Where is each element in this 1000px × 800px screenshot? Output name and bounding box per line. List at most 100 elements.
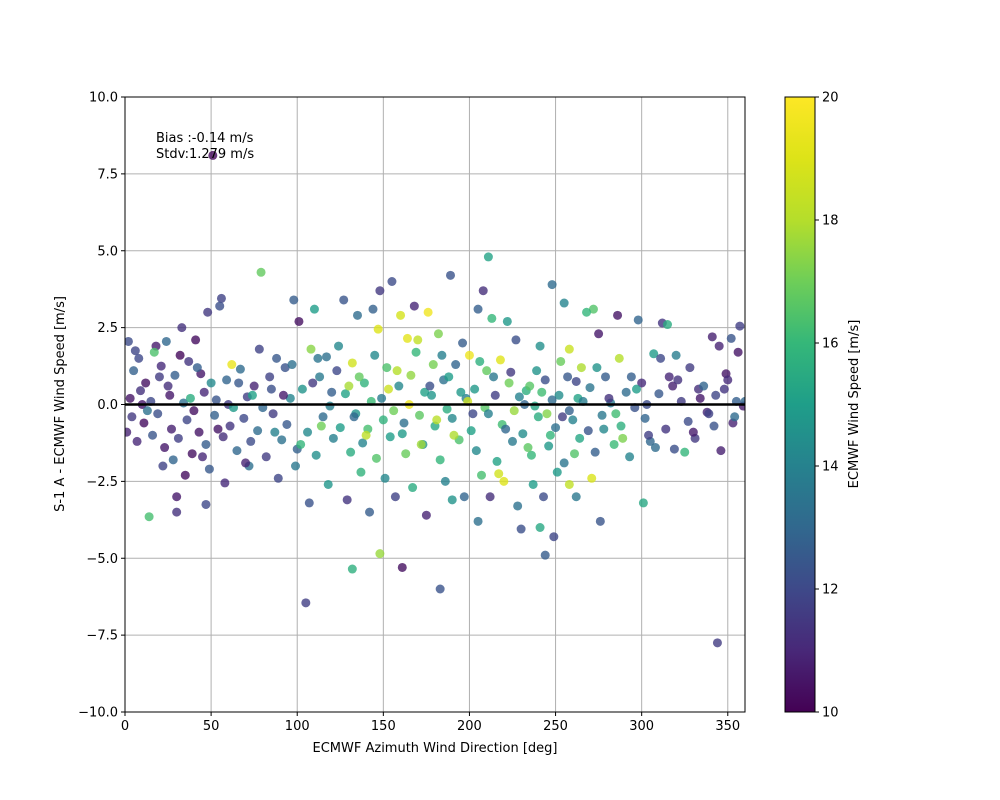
scatter-point (249, 381, 259, 391)
scatter-points (125, 150, 745, 648)
scatter-point (575, 433, 585, 443)
scatter-point (313, 353, 323, 363)
scatter-point (656, 353, 666, 363)
scatter-point (673, 375, 683, 385)
scatter-point (592, 363, 602, 373)
scatter-point (268, 409, 278, 419)
scatter-point (301, 598, 311, 608)
scatter-point (633, 315, 643, 325)
y-tick-label: 10.0 (89, 91, 118, 106)
scatter-point (206, 378, 216, 388)
scatter-point (402, 333, 412, 343)
scatter-point (416, 439, 426, 449)
y-tick-label: 0.0 (97, 398, 118, 413)
scatter-point (551, 423, 561, 433)
scatter-point (614, 353, 624, 363)
scatter-point (466, 426, 476, 436)
scatter-point (375, 549, 385, 559)
scatter-point (433, 329, 443, 339)
scatter-point (601, 372, 610, 382)
scatter-point (384, 384, 393, 394)
scatter-point (156, 361, 166, 371)
scatter-point (502, 316, 512, 326)
scatter-point (468, 409, 478, 419)
scatter-point (489, 372, 499, 382)
scatter-point (241, 458, 251, 468)
scatter-point (370, 350, 380, 360)
scatter-point (347, 358, 357, 368)
scatter-point (409, 301, 419, 311)
scatter-point (234, 378, 244, 388)
scatter-point (239, 413, 249, 423)
scatter-point (640, 413, 650, 423)
scatter-point (471, 446, 481, 456)
scatter-point (499, 476, 509, 486)
scatter-point (435, 584, 445, 594)
scatter-point (501, 424, 511, 434)
scatter-point (547, 395, 557, 405)
scatter-point (435, 455, 445, 465)
scatter-point (707, 332, 717, 342)
colorbar-tick-label: 14 (822, 460, 839, 475)
scatter-point (308, 378, 318, 388)
scatter-point (626, 372, 636, 382)
scatter-point (204, 464, 214, 474)
scatter-point (552, 467, 562, 477)
scatter-point (644, 430, 654, 440)
scatter-point (273, 473, 283, 483)
scatter-point (390, 492, 400, 502)
colorbar-tick-label: 16 (822, 337, 839, 352)
scatter-point (549, 532, 559, 542)
scatter-point (216, 293, 226, 303)
scatter-point (420, 387, 430, 397)
scatter-point (368, 304, 378, 314)
scatter-point (716, 446, 726, 456)
scatter-point (557, 412, 567, 422)
scatter-point (490, 390, 500, 400)
scatter-point (297, 384, 307, 394)
scatter-point (723, 375, 733, 385)
scatter-point (730, 412, 740, 422)
scatter-point (545, 430, 555, 440)
scatter-point (272, 353, 282, 363)
scatter-point (530, 401, 540, 411)
scatter-point (378, 415, 388, 425)
scatter-point (408, 483, 418, 493)
scatter-point (449, 430, 459, 440)
scatter-point (182, 415, 192, 425)
bias-annotation: Bias :-0.14 m/s (156, 131, 254, 146)
scatter-point (389, 406, 399, 416)
scatter-point (446, 270, 455, 280)
scatter-point (149, 347, 159, 357)
scatter-point (191, 335, 201, 345)
y-tick-label: −10.0 (78, 706, 118, 721)
scatter-point (699, 381, 709, 391)
scatter-point (415, 410, 424, 420)
scatter-point (192, 363, 202, 373)
y-tick-label: 5.0 (97, 244, 118, 259)
scatter-point (483, 252, 493, 262)
scatter-point (325, 401, 335, 411)
scatter-point (247, 390, 257, 400)
scatter-point (211, 395, 221, 405)
colorbar-ticks: 10 12 14 16 18 20 (815, 91, 839, 721)
scatter-point (726, 333, 736, 343)
scatter-point (638, 498, 648, 508)
scatter-point (714, 341, 724, 351)
scatter-point (399, 418, 409, 428)
scatter-point (482, 366, 492, 376)
scatter-point (494, 469, 504, 479)
x-tick-label: 50 (203, 719, 220, 734)
scatter-point (483, 409, 493, 419)
scatter-point (437, 350, 447, 360)
scatter-point (571, 376, 581, 386)
scatter-point (458, 338, 468, 348)
scatter-point (539, 492, 548, 502)
scatter-point (365, 507, 375, 517)
scatter-point (704, 409, 714, 419)
scatter-point (215, 301, 225, 311)
scatter-point (315, 372, 325, 382)
scatter-point (523, 443, 533, 453)
scatter-point (709, 421, 719, 431)
scatter-point (194, 427, 204, 437)
